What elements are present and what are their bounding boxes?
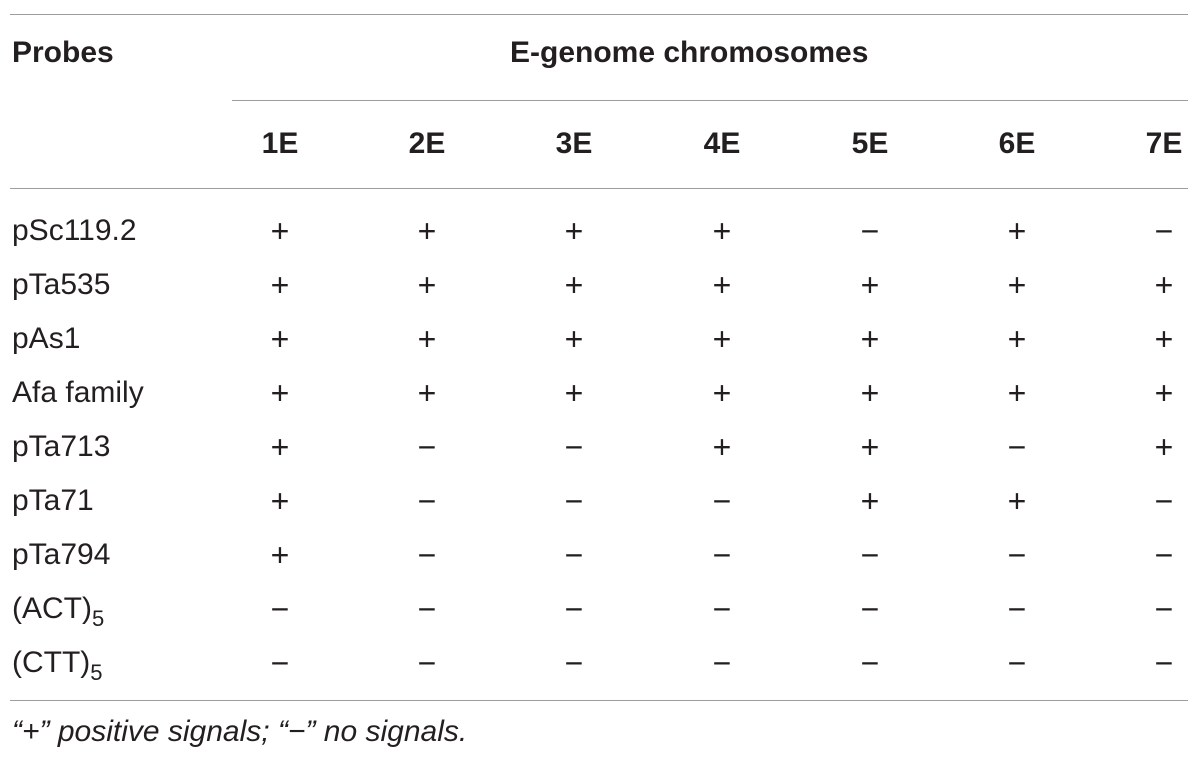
chromosomes-group-header: E-genome chromosomes [510,36,869,69]
signal-cell: + [270,267,290,303]
signal-cell: − [417,429,437,465]
signal-cell: − [1007,429,1027,465]
table-row: pSc119.2 + + + + − + − [0,204,1200,258]
signal-cell: − [712,537,732,573]
signal-cell: − [1154,591,1174,627]
signal-cell: + [1007,321,1027,357]
table-row: (ACT)5 − − − − − − − [0,582,1200,636]
signal-cell: − [417,591,437,627]
signal-cell: − [270,645,290,681]
signal-cell: − [860,537,880,573]
signal-cell: − [564,591,584,627]
signal-cell: + [712,321,732,357]
signal-cell: + [417,267,437,303]
signal-cell: + [1007,267,1027,303]
signal-cell: + [270,321,290,357]
table-row: pTa535 + + + + + + + [0,258,1200,312]
signal-cell: + [1154,375,1174,411]
signal-cell: − [1007,591,1027,627]
signal-cell: + [1007,213,1027,249]
signal-cell: − [712,645,732,681]
column-header-5e: 5E [851,127,889,160]
signal-cell: + [417,213,437,249]
signal-cell: + [1154,429,1174,465]
group-header-rule [232,100,1188,101]
signal-cell: − [1154,213,1174,249]
signal-cell: − [1154,483,1174,519]
signal-cell: + [1007,483,1027,519]
signal-cell: + [860,375,880,411]
probe-name: pAs1 [12,322,81,355]
signal-cell: − [860,645,880,681]
signal-cell: − [417,483,437,519]
column-header-1e: 1E [261,127,299,160]
signal-cell: + [1154,321,1174,357]
probes-column-header: Probes [12,36,114,69]
signal-cell: − [564,483,584,519]
signal-cell: + [712,375,732,411]
table-row: pTa713 + − − + + − + [0,420,1200,474]
signal-cell: + [564,267,584,303]
probe-name: pTa71 [12,484,94,517]
signal-cell: + [1154,267,1174,303]
signal-cell: + [564,213,584,249]
probe-name: pTa794 [12,538,111,571]
signal-cell: + [270,429,290,465]
signal-cell: + [417,321,437,357]
signal-cell: − [417,537,437,573]
signal-cell: + [712,267,732,303]
column-header-4e: 4E [703,127,741,160]
column-header-2e: 2E [408,127,446,160]
probe-name: Afa family [12,376,144,409]
column-header-6e: 6E [998,127,1036,160]
probe-name: (CTT)5 [12,646,103,685]
signal-cell: + [712,429,732,465]
signal-cell: − [1154,537,1174,573]
signal-cell: − [270,591,290,627]
signal-cell: − [860,591,880,627]
signal-cell: − [417,645,437,681]
table-bottom-rule [10,700,1188,701]
signal-cell: − [712,483,732,519]
signal-cell: − [860,213,880,249]
probe-name: pTa535 [12,268,111,301]
signal-cell: + [860,429,880,465]
signal-cell: + [712,213,732,249]
table-row: Afa family + + + + + + + [0,366,1200,420]
table-row: pTa794 + − − − − − − [0,528,1200,582]
signal-cell: − [1154,645,1174,681]
column-header-3e: 3E [555,127,593,160]
signal-cell: + [417,375,437,411]
signal-cell: − [1007,645,1027,681]
signal-cell: + [1007,375,1027,411]
signal-cell: + [860,321,880,357]
column-header-7e: 7E [1145,127,1183,160]
signal-cell: − [564,429,584,465]
signal-cell: − [712,591,732,627]
signal-cell: − [564,645,584,681]
signal-cell: − [1007,537,1027,573]
signal-cell: + [860,267,880,303]
table-top-rule [10,14,1188,15]
signal-cell: + [270,375,290,411]
header-bottom-rule [10,188,1188,189]
probe-name: pTa713 [12,430,111,463]
signal-cell: − [564,537,584,573]
table-footnote: “+” positive signals; “−” no signals. [12,715,468,748]
probe-name: (ACT)5 [12,592,105,631]
signal-cell: + [270,537,290,573]
signal-cell: + [564,321,584,357]
signal-cell: + [860,483,880,519]
table-row: pTa71 + − − − + + − [0,474,1200,528]
table-row: pAs1 + + + + + + + [0,312,1200,366]
probe-name: pSc119.2 [12,214,137,247]
table-row: (CTT)5 − − − − − − − [0,636,1200,690]
signal-cell: + [270,483,290,519]
signal-cell: + [270,213,290,249]
signal-cell: + [564,375,584,411]
